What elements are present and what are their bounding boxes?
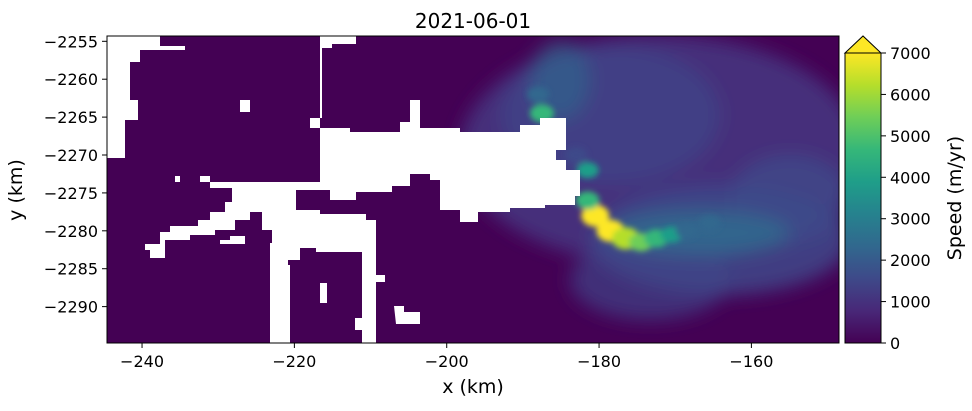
y-axis-label: y (km) [5, 159, 27, 221]
y-tick-label: −2285 [44, 260, 98, 279]
y-tick-label: −2270 [44, 146, 98, 165]
plot-frame [106, 35, 840, 344]
x-axis: −240 −220 −200 −180 −160 [120, 343, 773, 371]
x-tick-label: −160 [729, 352, 773, 371]
fast-flow-spot [698, 215, 721, 232]
no-data-region [375, 275, 385, 282]
colorbar-ticks: 0 1000 2000 3000 4000 5000 6000 7000 [881, 44, 931, 353]
no-data-region [107, 36, 580, 290]
colorbar-tick-label: 7000 [890, 44, 931, 63]
fast-flow-spot [675, 222, 698, 239]
colorbar-tick-label: 3000 [890, 210, 931, 229]
colorbar-gradient [844, 52, 882, 344]
fast-flow-spot [576, 162, 599, 179]
y-axis: −2255 −2260 −2265 −2270 −2275 −2280 −2285 −2290 [44, 32, 107, 317]
no-data-region [284, 265, 290, 343]
fast-flow-spot [527, 86, 550, 103]
x-tick-label: −200 [425, 352, 469, 371]
y-tick-label: −2255 [44, 32, 98, 51]
x-axis-label: x (km) [442, 376, 504, 398]
fast-flow-spot [575, 191, 600, 210]
colorbar-tick-label: 4000 [890, 168, 931, 187]
plot-area [107, 36, 839, 343]
no-data-region [362, 238, 376, 343]
no-data-region [394, 306, 420, 324]
no-data-mask [107, 36, 580, 343]
chart-title: 2021-06-01 [415, 9, 531, 33]
fast-flow-spot [565, 147, 588, 164]
colorbar: 0 1000 2000 3000 4000 5000 6000 7000 Speed (m/y… [843, 35, 966, 353]
no-data-region [107, 36, 185, 158]
x-tick-label: −240 [120, 352, 164, 371]
fast-flow-layer [527, 86, 721, 252]
colorbar-tick-label: 6000 [890, 85, 931, 104]
no-data-region [270, 243, 285, 343]
fast-flow-spot [581, 204, 610, 227]
colorbar-tick-label: 5000 [890, 127, 931, 146]
no-data-region [240, 100, 250, 112]
y-tick-label: −2280 [44, 222, 98, 241]
colorbar-tick-label: 1000 [890, 293, 931, 312]
y-tick-label: −2260 [44, 70, 98, 89]
colorbar-label: Speed (m/yr) [944, 136, 966, 260]
no-data-region [320, 283, 327, 303]
no-data-region [355, 318, 362, 330]
x-tick-label: −180 [577, 352, 621, 371]
colorbar-tick-label: 2000 [890, 251, 931, 270]
y-tick-label: −2290 [44, 298, 98, 317]
x-tick-label: −220 [272, 352, 316, 371]
fast-flow-spot [529, 104, 554, 123]
y-tick-label: −2275 [44, 184, 98, 203]
no-data-region [220, 236, 245, 244]
colorbar-extend-triangle [843, 35, 883, 54]
field-blob [570, 240, 730, 320]
colorbar-tick-label: 0 [890, 334, 900, 353]
y-tick-label: −2265 [44, 108, 98, 127]
